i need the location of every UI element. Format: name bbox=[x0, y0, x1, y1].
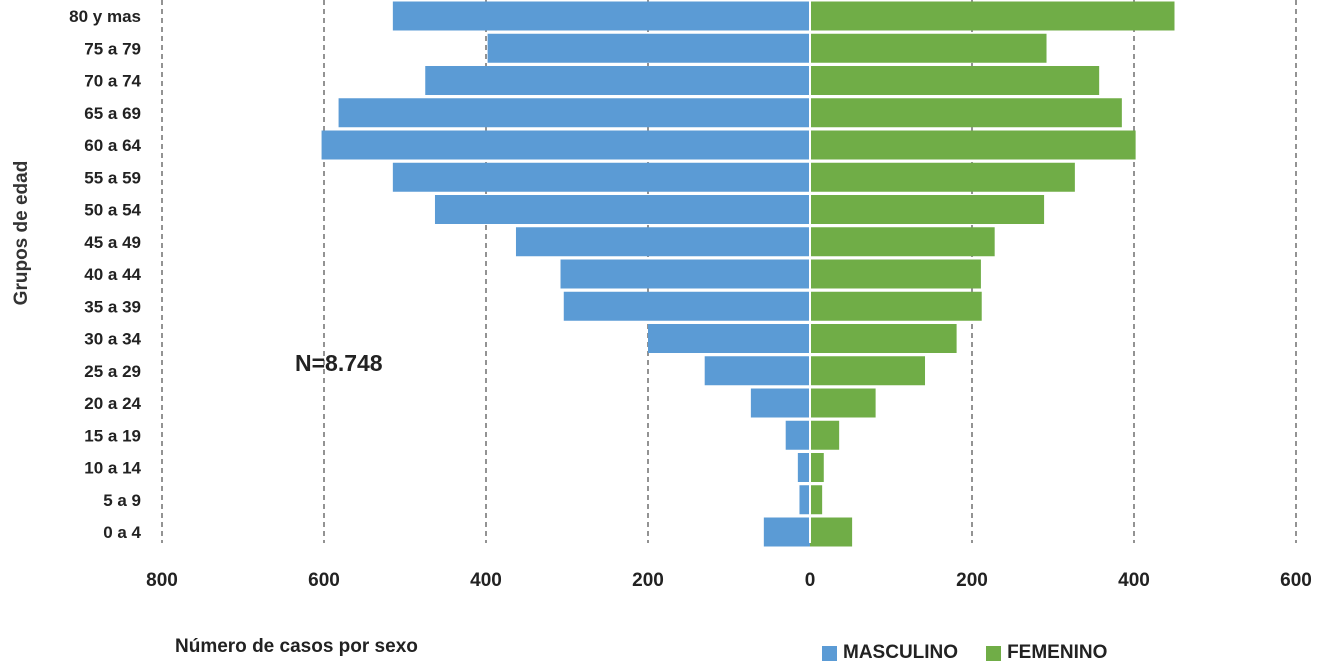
bar-femenino bbox=[810, 195, 1045, 224]
category-label: 55 a 59 bbox=[84, 168, 141, 187]
bar-masculino bbox=[425, 66, 810, 95]
bar-masculino bbox=[392, 1, 810, 31]
x-tick-label: 800 bbox=[146, 570, 178, 591]
x-tick-label: 200 bbox=[956, 570, 988, 591]
bar-femenino bbox=[810, 420, 840, 450]
x-tick-label: 400 bbox=[1118, 570, 1150, 591]
bar-masculino bbox=[338, 98, 810, 128]
category-label: 35 a 39 bbox=[84, 297, 141, 316]
legend-swatch-masculino bbox=[822, 645, 837, 661]
bar-masculino bbox=[797, 453, 810, 482]
category-label: 75 a 79 bbox=[84, 39, 141, 58]
bar-femenino bbox=[810, 162, 1075, 192]
bar-femenino bbox=[810, 98, 1122, 128]
x-tick-label: 600 bbox=[308, 570, 340, 591]
bars bbox=[321, 0, 1175, 547]
bar-femenino bbox=[810, 453, 824, 482]
bar-masculino bbox=[763, 517, 810, 547]
category-label: 15 a 19 bbox=[84, 426, 141, 445]
category-labels: 80 y mas 75 a 79 70 a 74 65 a 69 60 a 64 55 a… bbox=[69, 7, 141, 542]
sample-size-annotation: N=8.748 bbox=[295, 350, 383, 376]
bar-femenino bbox=[810, 356, 926, 386]
bar-masculino bbox=[799, 485, 810, 515]
bar-masculino bbox=[563, 291, 810, 321]
y-axis-label: Grupos de edad bbox=[11, 161, 32, 306]
category-label: 45 a 49 bbox=[84, 233, 141, 252]
bar-femenino bbox=[810, 388, 876, 418]
bar-masculino bbox=[750, 388, 810, 418]
x-tick-label: 200 bbox=[632, 570, 664, 591]
category-label: 40 a 44 bbox=[84, 265, 141, 284]
x-axis-label: Número de casos por sexo bbox=[175, 636, 418, 657]
category-label: 60 a 64 bbox=[84, 136, 141, 155]
legend-item-masculino: MASCULINO bbox=[822, 642, 958, 664]
category-label: 70 a 74 bbox=[84, 72, 141, 91]
bar-femenino bbox=[810, 517, 853, 547]
bar-femenino bbox=[810, 33, 1047, 63]
bar-masculino bbox=[785, 420, 810, 450]
bar-masculino bbox=[434, 195, 810, 224]
bar-femenino bbox=[810, 291, 982, 321]
category-label: 20 a 24 bbox=[84, 394, 141, 413]
bar-masculino bbox=[515, 227, 810, 257]
bar-femenino bbox=[810, 227, 995, 257]
legend-label-femenino: FEMENINO bbox=[1007, 642, 1108, 663]
x-tick-labels: 800 600 400 200 0 200 400 600 bbox=[146, 570, 1312, 591]
bar-masculino bbox=[648, 324, 810, 353]
category-label: 0 a 4 bbox=[103, 523, 141, 542]
category-label: 50 a 54 bbox=[84, 201, 141, 220]
category-label: 65 a 69 bbox=[84, 104, 141, 123]
x-tick-label: 600 bbox=[1280, 570, 1312, 591]
bar-femenino bbox=[810, 1, 1175, 31]
legend: MASCULINO FEMENINO bbox=[822, 642, 1107, 664]
bar-masculino bbox=[560, 259, 810, 289]
x-tick-label: 0 bbox=[805, 570, 816, 591]
bar-femenino bbox=[810, 485, 823, 515]
x-tick-label: 400 bbox=[470, 570, 502, 591]
category-label: 5 a 9 bbox=[103, 491, 141, 510]
category-label: 10 a 14 bbox=[84, 459, 141, 478]
bar-masculino bbox=[487, 33, 810, 63]
bar-femenino bbox=[810, 130, 1136, 160]
bar-masculino bbox=[392, 162, 810, 192]
category-label: 80 y mas bbox=[69, 7, 141, 26]
bar-femenino bbox=[810, 324, 957, 353]
legend-label-masculino: MASCULINO bbox=[843, 642, 959, 663]
legend-item-femenino: FEMENINO bbox=[986, 642, 1107, 664]
bar-femenino bbox=[810, 66, 1100, 95]
category-label: 30 a 34 bbox=[84, 330, 141, 349]
category-label: 25 a 29 bbox=[84, 362, 141, 381]
bar-femenino bbox=[810, 259, 981, 289]
legend-swatch-femenino bbox=[986, 645, 1002, 661]
bar-masculino bbox=[321, 130, 810, 160]
bar-masculino bbox=[704, 356, 810, 386]
